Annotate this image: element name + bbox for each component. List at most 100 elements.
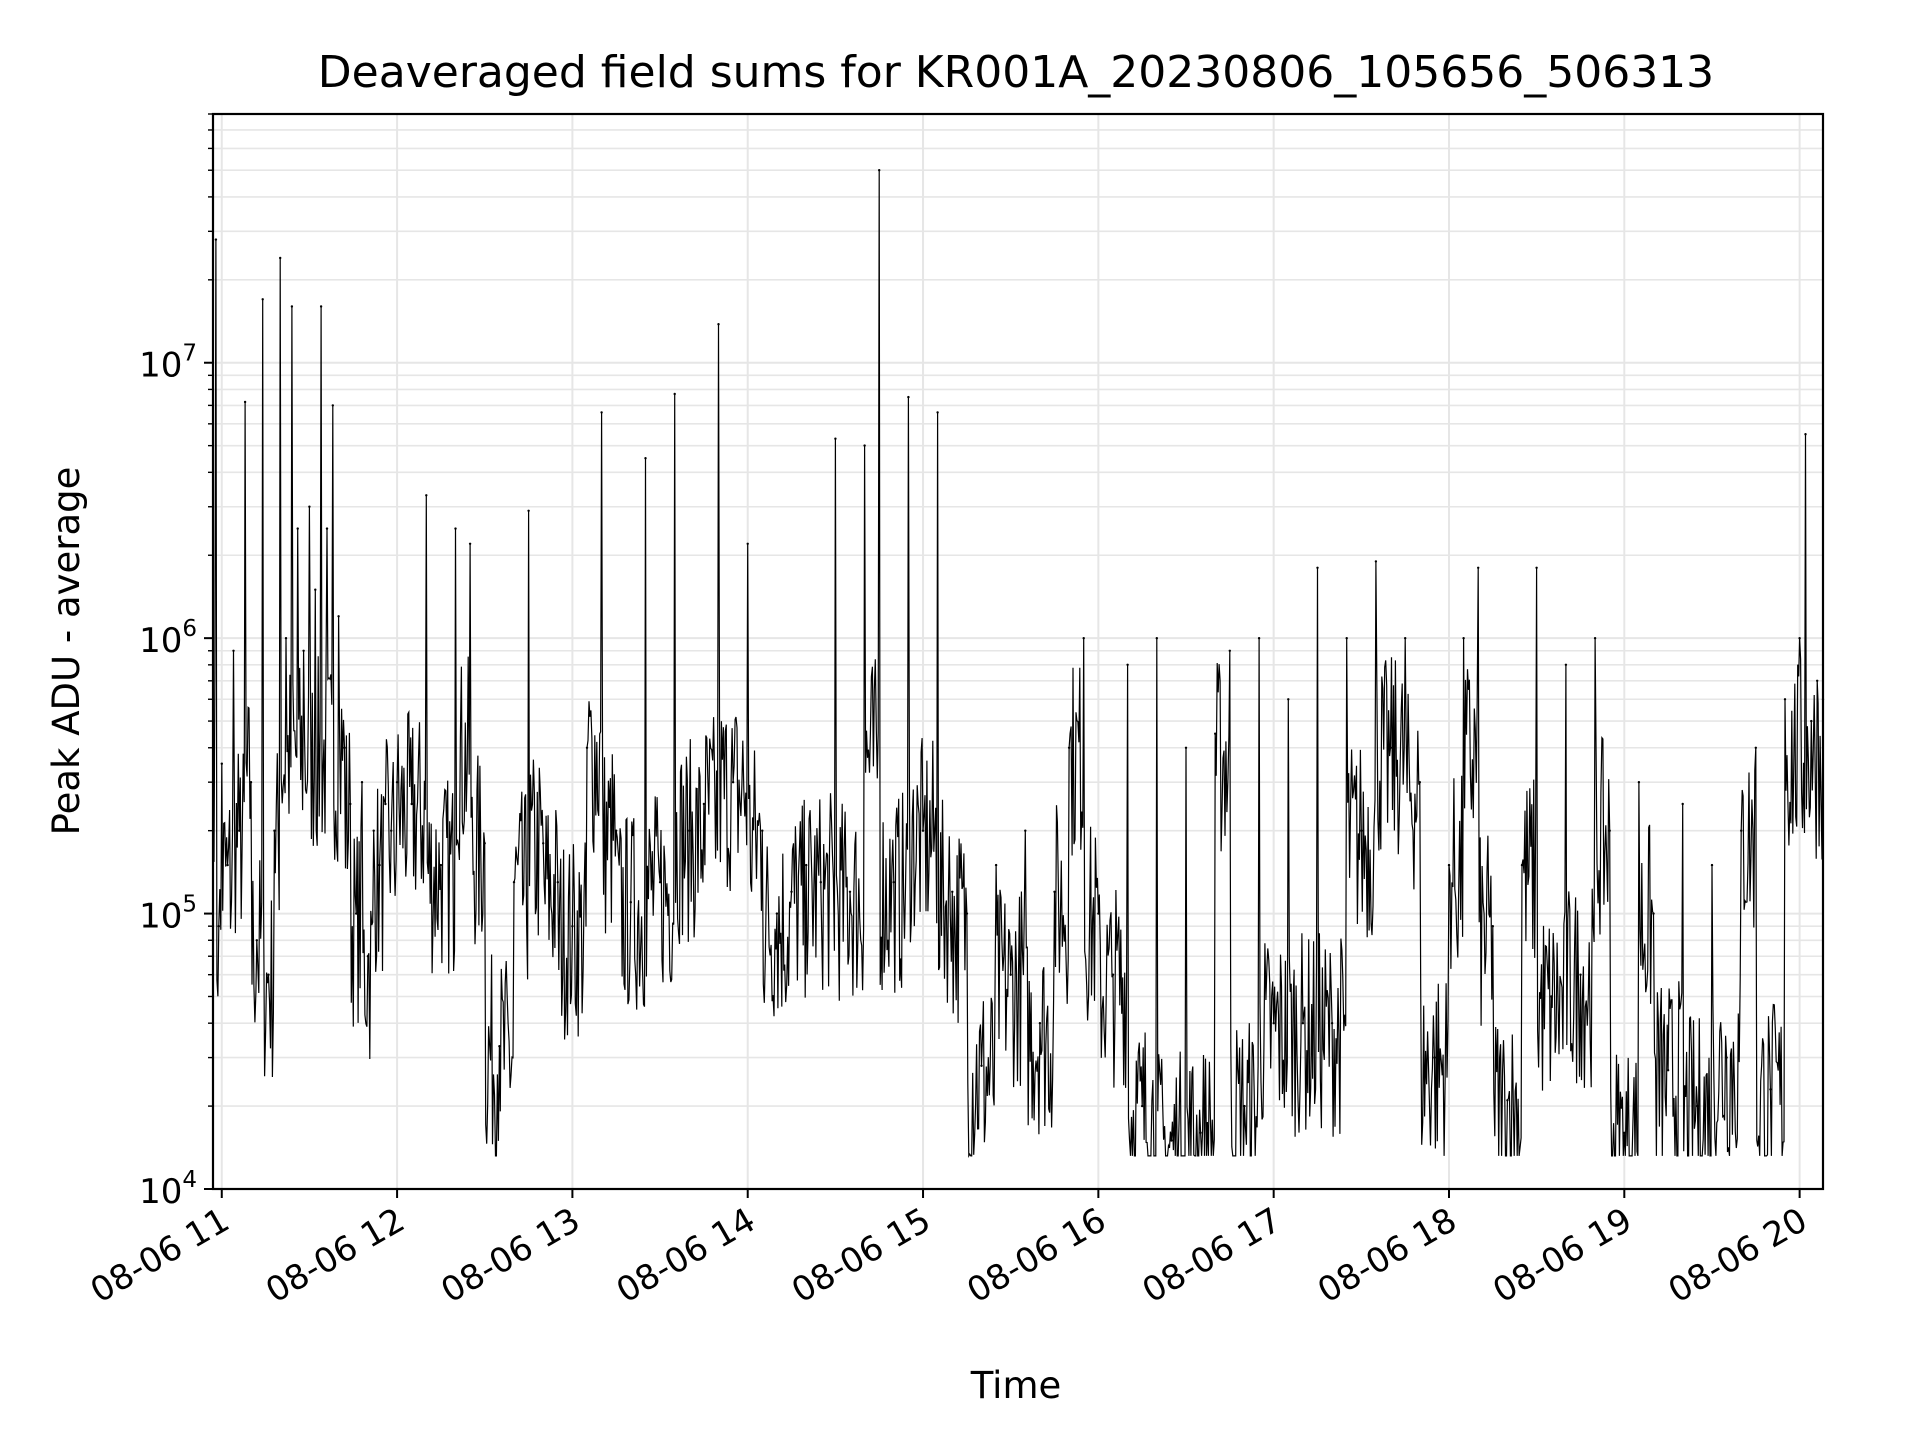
- data-point: [1550, 995, 1553, 998]
- data-point: [1082, 637, 1085, 640]
- data-point: [863, 444, 866, 447]
- plot-frame: [211, 112, 1825, 1191]
- data-point: [1564, 663, 1568, 666]
- data-point: [512, 881, 516, 884]
- data-point: [1608, 829, 1611, 832]
- data-point: [702, 802, 706, 806]
- data-point: [1097, 912, 1100, 915]
- data-point: [556, 881, 559, 884]
- data-point: [542, 842, 545, 845]
- data-point: [834, 437, 837, 440]
- data-point: [1681, 802, 1684, 806]
- data-point: [255, 939, 258, 942]
- data-point: [1024, 829, 1027, 832]
- data-point: [775, 912, 779, 915]
- data-point: [296, 527, 299, 530]
- data-point: [1816, 679, 1819, 682]
- data-point: [746, 542, 749, 545]
- data-point: [1228, 649, 1232, 652]
- data-point: [1769, 1088, 1772, 1091]
- data-point: [290, 305, 294, 308]
- data-point: [571, 925, 574, 928]
- data-point: [761, 829, 764, 832]
- data-point: [308, 505, 311, 508]
- data-point: [284, 637, 288, 640]
- data-point: [1666, 1069, 1670, 1072]
- data-point: [243, 400, 247, 404]
- data-point: [658, 881, 662, 884]
- data-point: [1418, 781, 1422, 784]
- data-point: [673, 392, 676, 396]
- data-series-line: [212, 170, 1824, 1159]
- data-point: [1360, 829, 1363, 832]
- data-point: [1053, 890, 1056, 893]
- data-point: [936, 411, 939, 414]
- data-point: [1462, 637, 1465, 640]
- data-point: [1272, 1022, 1275, 1025]
- data-point: [261, 298, 264, 301]
- data-point: [1243, 1104, 1246, 1108]
- data-point: [1009, 973, 1012, 976]
- data-point: [372, 829, 375, 832]
- y-tick-label: 107: [139, 341, 197, 386]
- data-point: [1141, 1104, 1144, 1108]
- data-point: [848, 890, 852, 893]
- data-point: [273, 829, 276, 832]
- data-point: [790, 890, 793, 893]
- data-point: [980, 1064, 983, 1068]
- data-point: [1433, 1056, 1436, 1059]
- data-peaks: [211, 169, 1825, 1142]
- data-point: [805, 863, 808, 867]
- data-point: [390, 829, 393, 832]
- data-point: [600, 411, 603, 414]
- data-point: [585, 746, 589, 749]
- data-point: [1754, 746, 1758, 749]
- data-point: [378, 863, 381, 867]
- data-point: [1111, 973, 1115, 976]
- data-point: [1740, 829, 1743, 832]
- data-point: [1579, 973, 1582, 976]
- data-point: [878, 169, 881, 172]
- data-point: [366, 955, 370, 958]
- data-point: [325, 527, 329, 530]
- data-point: [1710, 863, 1714, 867]
- data-point: [483, 842, 486, 845]
- data-point: [629, 901, 632, 904]
- data-point: [1155, 637, 1159, 640]
- data-point: [226, 863, 229, 867]
- data-point: [454, 527, 457, 530]
- data-point: [1725, 1056, 1728, 1059]
- data-point: [1389, 746, 1392, 749]
- data-point: [1287, 698, 1290, 701]
- data-point: [343, 746, 346, 749]
- data-point: [951, 890, 954, 893]
- data-point: [688, 829, 691, 832]
- data-point: [1038, 1022, 1042, 1025]
- data-point: [819, 881, 822, 884]
- data-point: [217, 925, 220, 928]
- data-point: [395, 781, 399, 784]
- data-point: [267, 973, 270, 976]
- data-point: [384, 802, 387, 806]
- data-point: [425, 494, 428, 497]
- data-point: [1330, 1022, 1334, 1025]
- data-point: [279, 256, 282, 260]
- data-point: [249, 781, 253, 784]
- data-point: [994, 863, 998, 867]
- data-point: [360, 781, 364, 784]
- data-point: [644, 457, 647, 460]
- data-point: [965, 912, 969, 915]
- data-point: [1506, 1099, 1509, 1102]
- data-point: [1623, 1131, 1626, 1135]
- data-point: [1301, 1022, 1305, 1025]
- data-point: [302, 649, 305, 652]
- data-point: [1520, 863, 1524, 867]
- data-line-group: [212, 170, 1824, 1159]
- data-point: [1804, 433, 1807, 436]
- data-point: [410, 802, 413, 806]
- y-tick-label: 106: [139, 616, 197, 661]
- data-point: [1593, 637, 1597, 640]
- data-point: [1199, 1131, 1202, 1135]
- data-point: [921, 829, 925, 832]
